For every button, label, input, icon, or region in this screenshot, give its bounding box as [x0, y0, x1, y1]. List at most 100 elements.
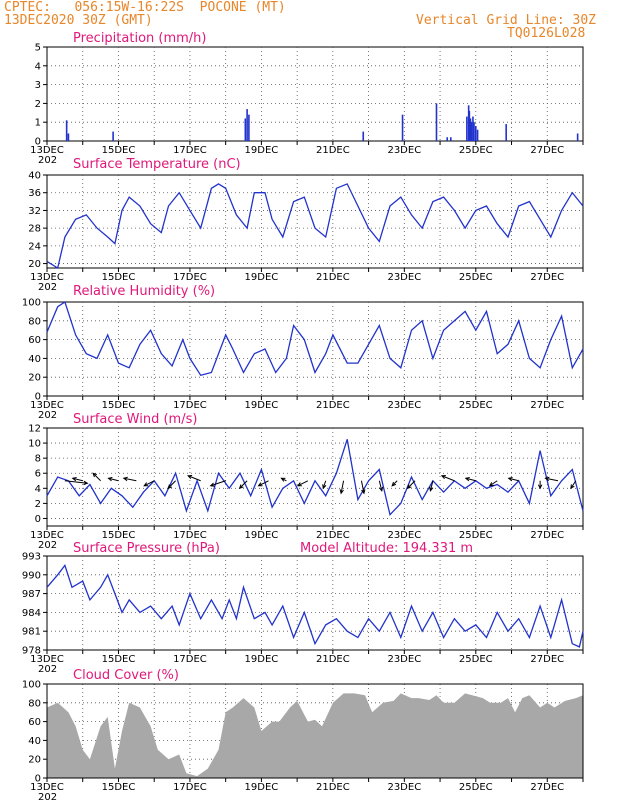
pressure-series-line — [46, 564, 584, 648]
temp-xtick-label: 17DEC — [173, 272, 207, 283]
pressure-xtick-label: 25DEC — [459, 654, 493, 665]
cloud-xtick-label: 25DEC — [459, 782, 493, 793]
wind-wind-vector — [339, 480, 345, 495]
wind-wind-vector — [440, 474, 455, 482]
precip-bar — [505, 124, 507, 141]
pressure-xtick-label: 23DEC — [387, 654, 421, 665]
cloud-ytick-label: 60 — [28, 717, 41, 728]
wind-ytick-label: 2 — [35, 499, 41, 510]
pressure-year-fragment: 202 — [38, 664, 57, 675]
precip-xtick-label: 17DEC — [173, 145, 207, 156]
temp-ytick-label: 32 — [28, 206, 41, 217]
precip-bar — [470, 122, 473, 141]
temp-xtick-label: 15DEC — [102, 272, 136, 283]
precip-ytick-label: 2 — [35, 99, 41, 110]
wind-wind-vector — [570, 480, 577, 490]
station-header: CPTEC: 056:15W-16:22S POCONE (MT) — [4, 0, 286, 15]
wind-xtick-label: 23DEC — [387, 530, 421, 541]
wind-ytick-label: 8 — [35, 454, 41, 465]
product-code: TQ0126L028 — [507, 26, 586, 41]
cloud-xtick-label: 17DEC — [173, 782, 207, 793]
precip-bar — [468, 110, 471, 141]
precip-xtick-label: 13DEC — [30, 145, 64, 156]
cloud-year-fragment: 202 — [38, 792, 57, 800]
wind-xtick-label: 25DEC — [459, 530, 493, 541]
temp-xtick-label: 23DEC — [387, 272, 421, 283]
rh-year-fragment: 202 — [38, 410, 57, 421]
cloud-ytick-label: 20 — [28, 755, 41, 766]
precip-bar — [475, 125, 477, 141]
precip-bar — [449, 137, 452, 141]
pressure-xtick-label: 19DEC — [245, 654, 279, 665]
rh-xtick-label: 19DEC — [245, 400, 279, 411]
precip-bar — [401, 114, 404, 141]
rh-xtick-label: 13DEC — [30, 400, 64, 411]
cloud-ytick-label: 100 — [22, 680, 41, 691]
wind-ytick-label: 6 — [35, 469, 41, 480]
precip-ytick-label: 5 — [35, 43, 41, 54]
precip-ytick-label: 0 — [35, 137, 41, 148]
cloud-area — [47, 693, 583, 778]
pressure-xtick-label: 13DEC — [30, 654, 64, 665]
rh-xtick-label: 25DEC — [459, 400, 493, 411]
temp-ytick-label: 36 — [28, 188, 41, 199]
temp-ytick-label: 24 — [28, 241, 41, 252]
cloud-ytick-label: 0 — [35, 774, 41, 785]
pressure-frame — [46, 555, 584, 651]
cloud-xtick-label: 27DEC — [530, 782, 564, 793]
precip-year-fragment: 202 — [38, 155, 57, 166]
pressure-xtick-label: 27DEC — [530, 654, 564, 665]
precip-bar — [435, 103, 438, 141]
wind-series-line — [46, 439, 584, 517]
precip-frame — [46, 46, 584, 142]
wind-wind-vector — [167, 480, 176, 490]
cloud-title: Cloud Cover (%) — [73, 668, 179, 683]
cloud-xtick-label: 13DEC — [30, 782, 64, 793]
wind-xtick-label: 21DEC — [316, 530, 350, 541]
temp-series-line — [46, 183, 584, 270]
wind-wind-vector — [322, 480, 327, 490]
pressure-title: Surface Pressure (hPa) — [73, 541, 220, 556]
wind-wind-vector — [238, 480, 248, 490]
rh-xtick-label: 23DEC — [387, 400, 421, 411]
temp-year-fragment: 202 — [38, 282, 57, 293]
precip-title: Precipitation (mm/h) — [73, 31, 206, 46]
precip-bar — [67, 133, 70, 141]
run-date: 13DEC2020 30Z (GMT) — [4, 13, 153, 28]
cloud-ytick-label: 80 — [28, 698, 41, 709]
cloud-ytick-label: 40 — [28, 736, 41, 747]
rh-ytick-label: 0 — [35, 392, 41, 403]
precip-bar — [246, 109, 248, 141]
precip-bar — [469, 118, 472, 141]
wind-wind-vector — [71, 476, 83, 482]
wind-wind-vector — [464, 476, 476, 482]
wind-xtick-label: 27DEC — [530, 530, 564, 541]
precip-xtick-label: 25DEC — [459, 145, 493, 156]
wind-wind-vector — [122, 476, 137, 482]
wind-ytick-label: 10 — [28, 439, 41, 450]
cloud-xtick-label: 19DEC — [245, 782, 279, 793]
wind-wind-vector — [391, 480, 398, 487]
cloud-xtick-label: 15DEC — [102, 782, 136, 793]
precip-ytick-label: 4 — [35, 61, 41, 72]
precip-ytick-label: 1 — [35, 118, 41, 129]
cloud-xtick-label: 21DEC — [316, 782, 350, 793]
temp-xtick-label: 19DEC — [245, 272, 279, 283]
wind-wind-vector — [488, 480, 498, 487]
precip-xtick-label: 19DEC — [245, 145, 279, 156]
temp-xtick-label: 25DEC — [459, 272, 493, 283]
rh-ytick-label: 20 — [28, 373, 41, 384]
rh-xtick-label: 17DEC — [173, 400, 207, 411]
precip-bar — [248, 114, 250, 141]
wind-wind-vector — [280, 477, 287, 482]
precip-xtick-label: 23DEC — [387, 145, 421, 156]
wind-ytick-label: 0 — [35, 514, 41, 525]
precip-bar — [476, 129, 479, 141]
temp-ytick-label: 28 — [28, 224, 41, 235]
wind-frame — [46, 427, 584, 527]
precip-xtick-label: 27DEC — [530, 145, 564, 156]
pressure-xtick-label: 15DEC — [102, 654, 136, 665]
pressure-ytick-label: 984 — [22, 608, 41, 619]
rh-xtick-label: 27DEC — [530, 400, 564, 411]
cloud-frame-top — [46, 683, 584, 779]
